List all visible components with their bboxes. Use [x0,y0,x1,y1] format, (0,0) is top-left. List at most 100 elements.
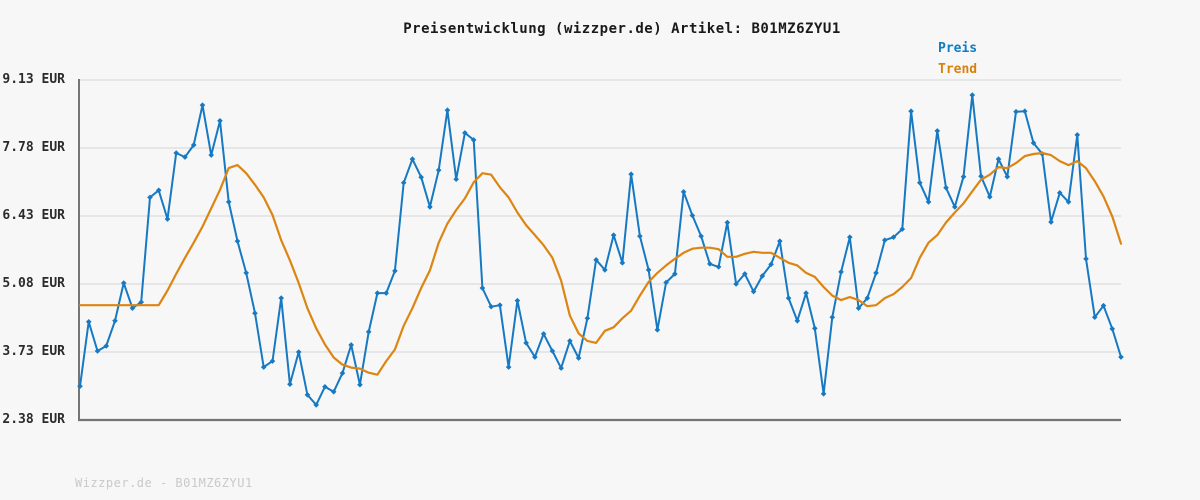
data-point-marker [610,232,617,238]
data-point-marker [217,118,223,124]
data-point-marker [654,327,661,333]
data-point-marker [715,264,722,270]
data-point-marker [418,174,424,181]
data-point-marker [488,303,494,310]
data-point-marker [243,270,250,276]
data-point-marker [777,238,783,244]
data-point-marker [619,260,626,266]
data-point-marker [838,269,844,275]
data-point-marker [514,297,521,304]
data-point-marker [890,234,897,240]
data-point-marker [925,199,932,205]
data-point-marker [295,349,302,355]
data-point-marker [628,171,634,177]
data-point-marker [934,128,941,134]
y-axis-tick-5: 2.38 EUR [2,412,65,427]
data-point-marker [252,310,258,317]
series-line-preis [79,94,1122,406]
legend-item-preis: Preis [938,41,978,56]
data-point-marker [680,189,687,195]
data-point-marker [1030,140,1037,146]
data-point-marker [523,340,529,346]
data-point-marker [190,142,197,148]
data-point-marker [899,226,906,232]
data-point-marker [645,267,652,273]
y-axis-tick-2: 6.43 EUR [2,208,65,223]
data-point-marker [147,194,153,201]
data-point-marker [330,388,337,395]
y-axis-tick-0: 9.13 EUR [2,72,65,87]
data-point-marker [829,314,836,321]
data-point-marker [567,338,573,344]
data-point-marker [453,176,459,183]
data-point-marker [855,305,862,311]
watermark: Wizzper.de - B01MZ6ZYU1 [75,476,253,490]
data-point-marker [383,290,389,296]
data-point-marker [392,268,398,274]
data-point-marker [497,302,503,308]
data-point-marker [94,348,101,354]
data-point-marker [532,354,538,360]
data-point-marker [225,199,232,205]
data-point-marker [304,392,311,398]
data-point-marker [794,317,801,324]
page-title: Preisentwicklung (wizzper.de) Artikel: B… [403,21,841,37]
data-point-marker [733,281,739,287]
data-point-marker [916,179,923,186]
data-point-marker [1074,132,1081,138]
data-point-marker [208,152,215,158]
data-point-marker [112,317,118,324]
data-point-marker [1100,302,1107,309]
data-point-marker [995,156,1002,162]
legend-item-trend: Trend [938,62,978,77]
data-point-marker [724,219,731,226]
data-point-marker [260,364,267,370]
data-point-marker [698,233,704,239]
data-point-marker [199,102,206,108]
data-point-marker [322,383,328,390]
data-point-marker [365,329,372,335]
data-point-marker [479,285,486,291]
data-point-marker [689,212,696,219]
data-point-marker [1109,326,1116,332]
data-point-marker [593,257,599,263]
data-point-marker [986,194,993,200]
data-point-marker [103,343,110,349]
data-point-marker [138,299,145,305]
data-point-marker [470,137,477,143]
data-point-marker [558,365,564,371]
data-point-marker [278,295,285,301]
data-point-marker [672,271,678,277]
data-point-marker [120,280,127,286]
data-point-marker [812,325,818,332]
data-point-marker [400,179,407,186]
data-point-marker [873,270,879,276]
data-point-marker [1065,199,1072,205]
data-point-marker [864,295,871,301]
data-point-marker [1021,108,1028,115]
data-point-marker [820,391,827,397]
data-point-marker [505,364,512,370]
data-point-marker [847,234,853,240]
data-point-marker [1004,173,1011,180]
data-point-marker [1091,314,1098,321]
data-point-marker [339,370,346,376]
data-point-marker [409,156,416,162]
data-point-marker [1083,256,1089,262]
data-point-marker [129,305,136,311]
data-point-marker [357,381,363,388]
data-point-marker [155,187,162,194]
data-point-marker [637,233,643,239]
data-point-marker [707,261,713,267]
data-point-marker [978,173,984,180]
data-point-marker [750,288,757,295]
data-point-marker [85,318,92,325]
data-point-marker [882,237,888,243]
data-point-marker [575,355,582,361]
data-point-marker [182,154,188,160]
chart-legend: Preis Trend [938,38,977,80]
data-point-marker [540,331,547,337]
data-point-marker [602,267,608,273]
data-point-marker [742,271,748,277]
